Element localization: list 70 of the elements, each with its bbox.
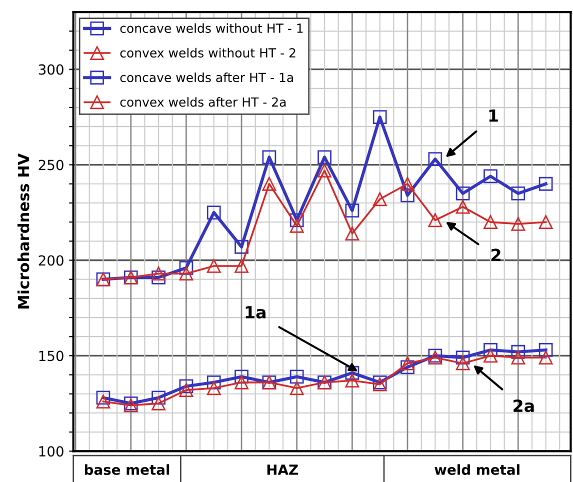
point [179,379,194,394]
y-tick-label: 200 [38,255,64,266]
point [179,260,194,275]
point [290,370,304,384]
point [456,200,470,214]
point [290,218,304,233]
point [400,356,414,370]
point [372,192,387,206]
point [484,169,498,184]
annotation: 2 [492,248,500,262]
legend-label: convex welds without HT - 2 [120,48,296,58]
legend-label: concave welds after HT - 1a [120,72,293,82]
point [262,176,276,191]
point [400,176,414,191]
point [511,186,526,200]
annotation: 2a [514,399,534,412]
point [206,259,221,273]
point [152,270,166,284]
point [290,381,304,396]
point [234,240,248,254]
legend-label: concave welds without HT - 1 [120,23,303,33]
point [152,266,166,281]
point [511,217,526,231]
point [484,215,498,229]
point [179,383,194,398]
point [152,390,166,405]
point [318,164,332,178]
y-axis-title: Microhardness HV [17,153,30,308]
point [372,110,387,124]
point [262,150,276,164]
point [511,344,526,359]
point [538,350,553,365]
point [290,213,304,228]
text: weld metal [434,464,520,475]
point [318,150,332,164]
text: base metal [84,464,170,475]
point [206,381,221,396]
annotation: 1 [489,110,498,122]
point [428,152,442,166]
point [538,343,553,357]
y-tick-label: 100 [39,446,64,457]
point [400,188,414,202]
point [234,375,248,390]
point [538,176,553,191]
point [456,186,470,200]
y-tick-label: 150 [39,350,64,362]
y-tick-label: 250 [38,160,64,170]
point [345,374,360,388]
point [428,213,442,228]
point [345,204,360,218]
point [345,366,360,380]
point [538,215,553,229]
legend-label: convex welds after HT - 2a [120,97,286,107]
point [456,356,470,370]
point [206,206,221,220]
point [206,375,221,390]
annotation: 1a [246,306,266,319]
point [484,348,498,363]
point [234,259,248,273]
point [345,226,360,240]
point [400,360,414,374]
point [96,390,110,405]
point [179,266,194,281]
text: HAZ [267,464,298,475]
point [96,394,110,408]
point [511,350,526,365]
point [484,343,498,357]
y-tick-label: 300 [38,64,64,75]
point [456,350,470,365]
point [152,396,166,410]
